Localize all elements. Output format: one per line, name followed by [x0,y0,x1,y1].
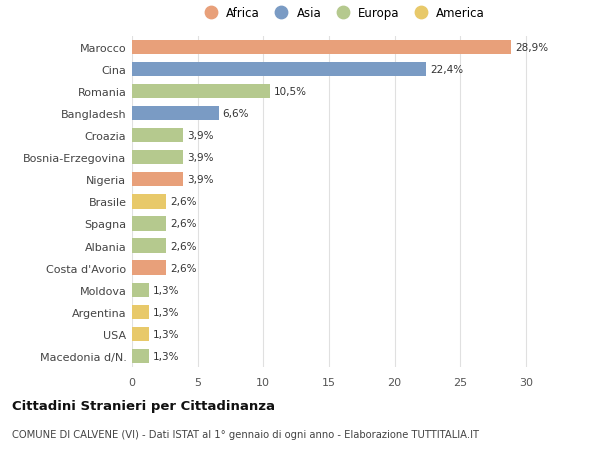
Bar [132,173,183,187]
Bar [132,349,149,364]
Text: 6,6%: 6,6% [223,109,249,119]
Text: 3,9%: 3,9% [187,131,214,141]
Text: 28,9%: 28,9% [515,43,548,53]
Text: 2,6%: 2,6% [170,263,197,273]
Bar [132,261,166,275]
Text: 2,6%: 2,6% [170,197,197,207]
Text: 3,9%: 3,9% [187,153,214,163]
Text: 22,4%: 22,4% [430,65,463,75]
Text: 1,3%: 1,3% [153,351,179,361]
Legend: Africa, Asia, Europa, America: Africa, Asia, Europa, America [194,2,490,24]
Text: Cittadini Stranieri per Cittadinanza: Cittadini Stranieri per Cittadinanza [12,399,275,412]
Bar [132,283,149,297]
Bar [132,62,426,77]
Text: 10,5%: 10,5% [274,87,307,97]
Bar [132,239,166,253]
Bar [132,40,511,55]
Text: 2,6%: 2,6% [170,219,197,229]
Bar [132,327,149,341]
Text: 1,3%: 1,3% [153,307,179,317]
Text: 3,9%: 3,9% [187,175,214,185]
Text: 1,3%: 1,3% [153,329,179,339]
Text: 2,6%: 2,6% [170,241,197,251]
Bar [132,129,183,143]
Bar [132,151,183,165]
Bar [132,84,270,99]
Text: 1,3%: 1,3% [153,285,179,295]
Bar [132,305,149,319]
Bar [132,106,218,121]
Text: COMUNE DI CALVENE (VI) - Dati ISTAT al 1° gennaio di ogni anno - Elaborazione TU: COMUNE DI CALVENE (VI) - Dati ISTAT al 1… [12,429,479,439]
Bar [132,217,166,231]
Bar [132,195,166,209]
